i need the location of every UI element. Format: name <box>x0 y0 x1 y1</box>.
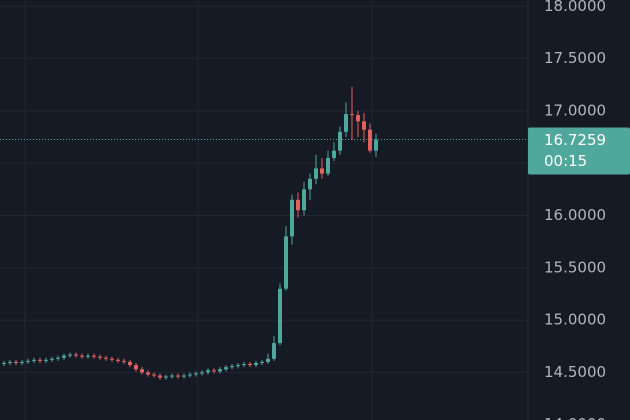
candle-body <box>2 362 6 365</box>
candle-body <box>116 359 120 361</box>
candle-body <box>98 356 102 358</box>
candle-body <box>104 357 108 359</box>
candle-body <box>260 361 264 363</box>
candle-body <box>32 359 36 361</box>
candle-body <box>212 370 216 372</box>
candle-body <box>86 355 90 357</box>
candle-body <box>284 236 288 289</box>
candle-body <box>176 375 180 377</box>
candle-body <box>332 150 336 158</box>
candle-body <box>56 357 60 359</box>
candle-body <box>110 358 114 360</box>
candle-body <box>38 359 42 361</box>
candle-body <box>308 178 312 190</box>
candle-body <box>278 288 282 344</box>
candle-body <box>368 129 372 151</box>
y-tick-label: 14.5000 <box>544 363 606 381</box>
candle-body <box>344 114 348 132</box>
candle-body <box>8 361 12 363</box>
candle-body <box>134 365 138 370</box>
candle-body <box>356 115 360 122</box>
candle-body <box>254 362 258 366</box>
y-tick-label: 17.5000 <box>544 49 606 67</box>
candle-body <box>194 373 198 375</box>
candle-body <box>44 359 48 361</box>
candle-body <box>26 360 30 362</box>
candle-body <box>170 375 174 377</box>
last-price-label: 16.7259 <box>544 131 606 149</box>
y-tick-label: 16.0000 <box>544 206 606 224</box>
candle-body <box>350 114 354 116</box>
candle-body <box>80 355 84 357</box>
candle-body <box>338 131 342 151</box>
candle-body <box>188 374 192 376</box>
y-tick-label: 17.0000 <box>544 101 606 119</box>
candle-body <box>68 354 72 356</box>
candle-body <box>236 365 240 367</box>
candle-body <box>74 354 78 356</box>
candle-body <box>224 367 228 370</box>
candle-body <box>362 121 366 130</box>
candle-body <box>62 355 66 358</box>
candle-body <box>128 361 132 366</box>
candle-body <box>314 168 318 179</box>
candle-body <box>92 355 96 357</box>
y-tick-label: 15.5000 <box>544 258 606 276</box>
countdown-label: 00:15 <box>544 152 587 170</box>
candle-body <box>248 364 252 366</box>
y-tick-label: 18.0000 <box>544 0 606 15</box>
y-tick-label: 14.0000 <box>544 415 606 420</box>
candle-body <box>290 199 294 237</box>
y-tick-label: 15.0000 <box>544 311 606 329</box>
candle-body <box>14 361 18 363</box>
candle-body <box>230 366 234 368</box>
candle-body <box>326 157 330 174</box>
candle-body <box>296 199 300 211</box>
candle-body <box>218 369 222 372</box>
candle-body <box>242 364 246 366</box>
candle-body <box>182 375 186 377</box>
last-price-box <box>528 127 630 175</box>
candle-body <box>122 360 126 362</box>
candle-body <box>146 372 150 375</box>
candle-body <box>272 343 276 359</box>
candle-body <box>140 369 144 373</box>
candle-body <box>374 139 378 151</box>
candle-body <box>50 358 54 360</box>
candle-body <box>206 370 210 373</box>
candle-body <box>302 189 306 211</box>
candle-body <box>320 168 324 174</box>
candle-body <box>158 375 162 378</box>
candle-body <box>20 361 24 363</box>
candle-body <box>164 376 168 378</box>
candle-body <box>266 358 270 362</box>
candle-body <box>152 374 156 376</box>
candle-body <box>200 372 204 374</box>
